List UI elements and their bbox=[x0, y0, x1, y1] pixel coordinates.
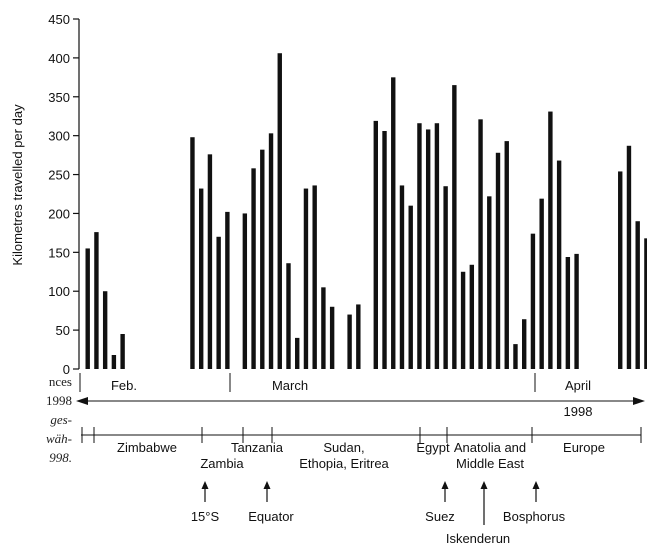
y-tick-label: 400 bbox=[48, 51, 70, 66]
bar bbox=[94, 232, 99, 369]
bar bbox=[268, 133, 274, 369]
bar bbox=[556, 160, 562, 369]
timeline bbox=[81, 427, 642, 443]
bar bbox=[408, 205, 413, 369]
bar bbox=[120, 334, 125, 369]
bar bbox=[626, 145, 632, 369]
bar bbox=[391, 77, 396, 369]
y-tick-label: 250 bbox=[48, 168, 70, 183]
caption-fragment: 998. bbox=[49, 450, 72, 465]
bar bbox=[286, 263, 291, 369]
bar bbox=[242, 213, 248, 369]
y-tick-label: 350 bbox=[48, 90, 70, 105]
region-tanzania: Tanzania bbox=[231, 440, 284, 455]
month-label-feb: Feb. bbox=[111, 378, 137, 393]
bar bbox=[329, 306, 335, 369]
arrow-iskenderun-head bbox=[480, 481, 488, 489]
bar bbox=[198, 188, 204, 369]
bar bbox=[321, 287, 326, 369]
bar bbox=[417, 123, 422, 369]
arrow-equator-head bbox=[263, 481, 271, 489]
bar bbox=[303, 188, 309, 369]
bar bbox=[635, 221, 640, 369]
bar bbox=[251, 168, 256, 369]
bar bbox=[260, 149, 265, 369]
annotation-suez: Suez bbox=[425, 509, 455, 524]
annotation-equator: Equator bbox=[248, 509, 294, 524]
bar bbox=[216, 236, 221, 369]
annotations: 15°S Equator Suez Iskenderun Bosphorus bbox=[191, 481, 566, 546]
bar bbox=[443, 186, 448, 369]
annotation-iskenderun: Iskenderun bbox=[446, 531, 510, 546]
bar bbox=[277, 53, 282, 369]
bar bbox=[504, 141, 509, 369]
bar bbox=[487, 196, 492, 369]
bar bbox=[495, 152, 501, 369]
arrow-left-head bbox=[76, 397, 88, 405]
bar bbox=[399, 185, 405, 369]
region-europe: Europe bbox=[563, 440, 605, 455]
bar bbox=[565, 257, 571, 369]
year-label: 1998 bbox=[564, 404, 593, 419]
y-tick-label: 50 bbox=[56, 323, 70, 338]
bar bbox=[469, 264, 475, 369]
bar bbox=[347, 314, 352, 369]
caption-fragment: nces bbox=[48, 374, 72, 389]
y-axis-label: Kilometres travelled per day bbox=[10, 104, 25, 266]
bar bbox=[513, 344, 518, 369]
arrow-bosphorus-head bbox=[532, 481, 540, 489]
region-middle-east: Middle East bbox=[456, 456, 524, 471]
region-egypt: Egypt bbox=[416, 440, 450, 455]
bar bbox=[522, 319, 527, 369]
region-zimbabwe: Zimbabwe bbox=[117, 440, 177, 455]
bar bbox=[207, 154, 213, 369]
y-tick-label: 200 bbox=[48, 206, 70, 221]
bar bbox=[102, 291, 108, 369]
y-tick-label: 150 bbox=[48, 245, 70, 260]
annotation-15s: 15°S bbox=[191, 509, 220, 524]
caption-fragment: ges- bbox=[50, 412, 72, 427]
bars bbox=[85, 53, 647, 370]
bar bbox=[373, 120, 378, 369]
bar bbox=[434, 123, 440, 369]
bar bbox=[295, 337, 300, 369]
arrow-suez-head bbox=[441, 481, 449, 489]
bar bbox=[618, 171, 623, 369]
month-row: Feb. March April 1998 bbox=[76, 373, 645, 419]
caption-fragment: wäh- bbox=[46, 431, 72, 446]
region-anatolia: Anatolia and bbox=[454, 440, 526, 455]
bar bbox=[574, 253, 579, 369]
bar bbox=[85, 248, 90, 369]
bar bbox=[644, 238, 647, 369]
caption-fragment: 1998 bbox=[46, 393, 72, 408]
month-label-march: March bbox=[272, 378, 308, 393]
bar bbox=[425, 129, 431, 369]
bar bbox=[478, 119, 483, 369]
bar bbox=[530, 233, 536, 369]
bar bbox=[190, 137, 195, 369]
bar bbox=[356, 304, 361, 369]
region-ethopia-eritrea: Ethopia, Eritrea bbox=[299, 456, 389, 471]
region-zambia: Zambia bbox=[200, 456, 244, 471]
y-tick-label: 100 bbox=[48, 284, 70, 299]
bar bbox=[539, 198, 544, 369]
y-axis: 0 50 100 150 200 250 300 350 400 450 bbox=[48, 12, 80, 377]
arrow-15s-head bbox=[201, 481, 209, 489]
bar bbox=[548, 111, 553, 370]
bar bbox=[111, 355, 117, 369]
y-tick-label: 300 bbox=[48, 129, 70, 144]
bar bbox=[225, 211, 230, 369]
y-tick-label: 0 bbox=[63, 362, 70, 377]
annotation-bosphorus: Bosphorus bbox=[503, 509, 566, 524]
bar bbox=[460, 271, 466, 369]
month-label-april: April bbox=[565, 378, 591, 393]
bar bbox=[452, 85, 457, 369]
y-tick-label: 450 bbox=[48, 12, 70, 27]
bar bbox=[312, 185, 317, 369]
region-sudan: Sudan, bbox=[323, 440, 364, 455]
arrow-right-head bbox=[633, 397, 645, 405]
bar bbox=[382, 131, 387, 369]
